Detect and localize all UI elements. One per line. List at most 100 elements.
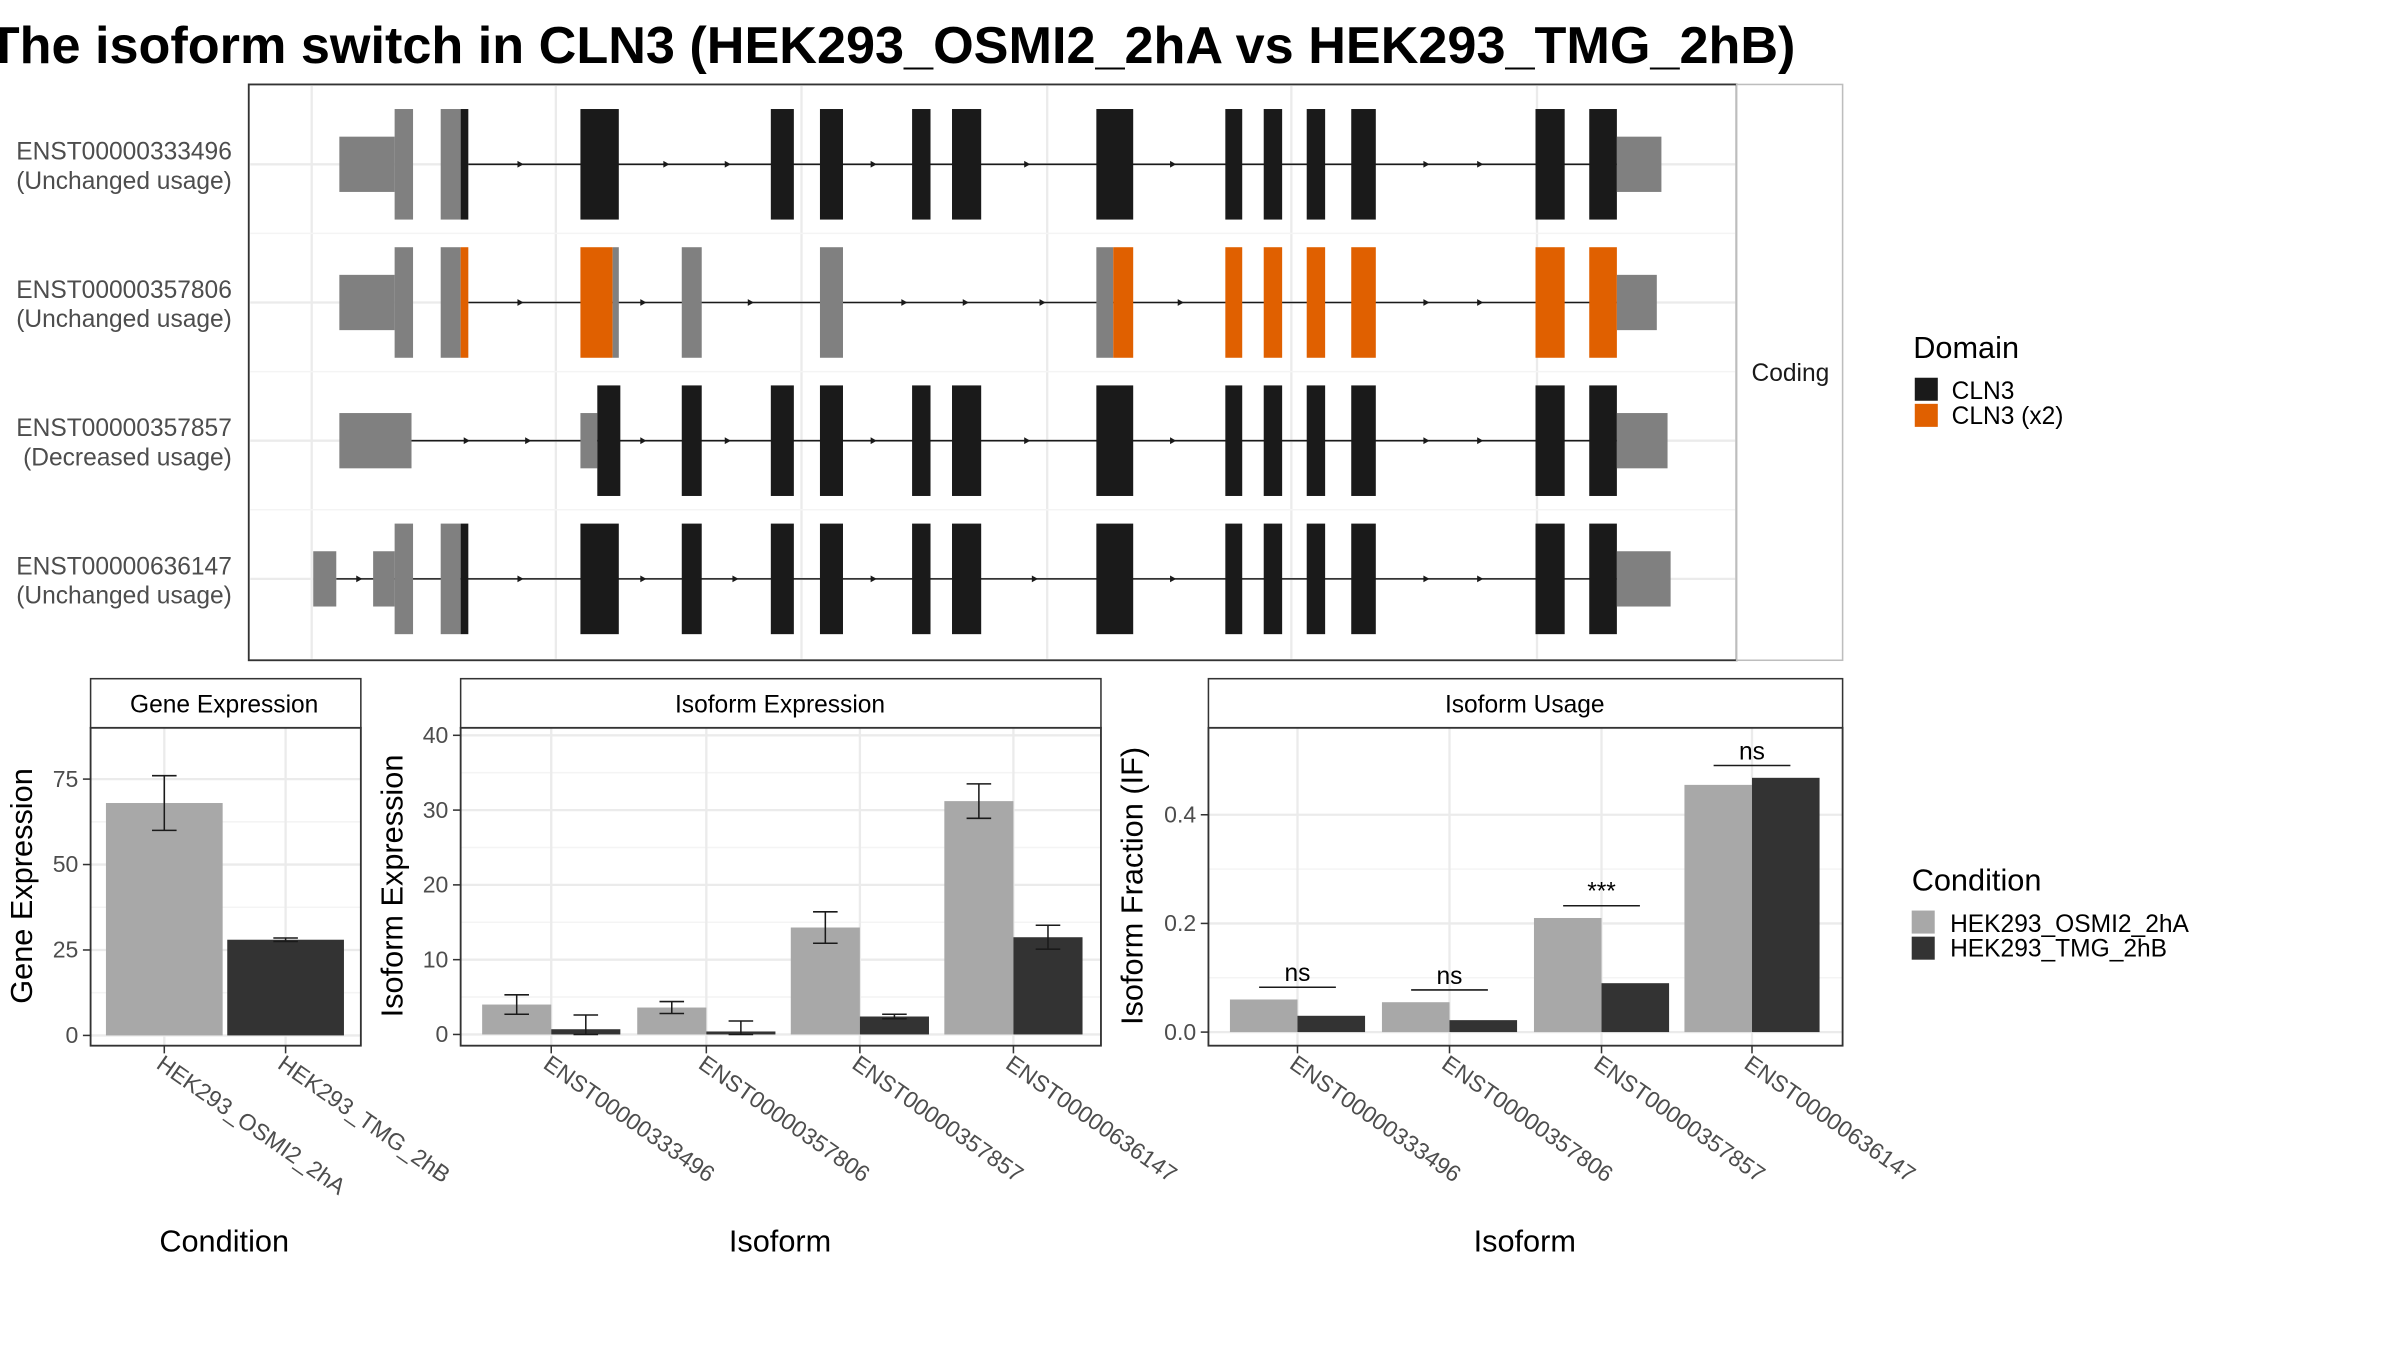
exon-domain-cln3	[681, 385, 702, 496]
legend-key-condition-b	[1911, 936, 1935, 960]
utr-exon	[394, 109, 414, 220]
exon-domain-cln3-x2	[1535, 247, 1565, 358]
legend-label-condition-a: HEK293_OSMI2_2hA	[1950, 911, 2189, 938]
utr-exon	[313, 551, 337, 607]
bar	[1752, 777, 1820, 1033]
exon-domain-cln3	[1351, 109, 1376, 220]
direction-arrow	[1039, 299, 1046, 306]
direction-arrow	[1477, 575, 1484, 583]
isoform-expression-y-label: Isoform Expression	[374, 755, 409, 1018]
transcript-usage-label: (Unchanged usage)	[16, 582, 232, 609]
direction-arrow	[1177, 299, 1184, 306]
utr-exon	[1616, 551, 1671, 607]
direction-arrow	[663, 160, 670, 168]
exon-domain-cln3	[1263, 523, 1283, 635]
direction-arrow	[1170, 575, 1177, 583]
utr-exon	[1096, 247, 1114, 358]
direction-arrow	[517, 160, 524, 168]
exon-domain-cln3	[1535, 523, 1565, 635]
exon-domain-cln3	[1351, 523, 1376, 635]
exon-domain-cln3-x2	[1113, 247, 1134, 358]
utr-exon	[819, 247, 843, 358]
exon-domain-cln3	[1225, 109, 1243, 220]
condition-legend-title: Condition	[1912, 863, 2042, 898]
direction-arrow	[463, 437, 470, 445]
y-tick-label: 0.0	[1164, 1019, 1196, 1045]
gene-expression-panel: Condition Gene Expression Gene Expressio…	[4, 677, 455, 1258]
direction-arrow	[732, 575, 739, 583]
exon-domain-cln3-x2	[1589, 247, 1617, 358]
exon-domain-cln3	[770, 523, 794, 635]
plot-title: The isoform switch in CLN3 (HEK293_OSMI2…	[0, 17, 1795, 75]
utr-exon	[339, 136, 395, 192]
utr-exon	[1616, 136, 1662, 192]
exon-domain-cln3	[912, 523, 931, 635]
exon-domain-cln3-x2	[1351, 247, 1376, 358]
transcript-row	[339, 385, 1668, 496]
transcript-id-label: ENST00000333496	[16, 139, 232, 166]
exon-domain-cln3	[1535, 109, 1565, 220]
legend-key-cln3	[1914, 377, 1938, 401]
utr-exon	[394, 247, 414, 358]
transcript-id-label: ENST00000357806	[16, 277, 232, 304]
utr-exon	[1616, 413, 1668, 469]
direction-arrow	[1170, 160, 1177, 168]
bar	[859, 1016, 929, 1035]
gene-expression-y-label: Gene Expression	[4, 768, 39, 1004]
direction-arrow	[640, 299, 647, 306]
exon-domain-cln3	[580, 109, 619, 220]
exon-domain-cln3-x2	[1263, 247, 1283, 358]
y-tick-label: 75	[53, 766, 79, 792]
bar	[1297, 1015, 1366, 1033]
exon-domain-cln3	[912, 109, 931, 220]
transcript-usage-label: (Decreased usage)	[23, 444, 232, 471]
exon-domain-cln3	[1589, 523, 1617, 635]
bar	[790, 927, 860, 1035]
exon-domain-cln3	[681, 523, 702, 635]
panel-strip	[459, 677, 1102, 729]
direction-arrow	[870, 160, 877, 168]
exon-domain-cln3	[1589, 385, 1617, 496]
direction-arrow	[1423, 575, 1430, 583]
gene-expression-strip-title: Gene Expression	[130, 691, 318, 718]
exon-domain-cln3	[952, 109, 982, 220]
y-tick-label: 0.2	[1164, 910, 1196, 936]
direction-arrow	[1477, 160, 1484, 168]
direction-arrow	[901, 299, 908, 306]
direction-arrow	[724, 160, 731, 168]
legend-label-cln3: CLN3	[1952, 378, 2015, 405]
significance-label: ns	[1285, 960, 1311, 987]
exon-domain-cln3	[460, 109, 469, 220]
exon-domain-cln3	[819, 385, 843, 496]
exon-domain-cln3	[912, 385, 931, 496]
utr-exon	[612, 247, 619, 358]
exon-domain-cln3	[580, 523, 619, 635]
y-tick-label: 50	[53, 851, 79, 877]
utr-exon	[339, 274, 395, 331]
transcript-labels: ENST00000333496(Unchanged usage)ENST0000…	[16, 139, 232, 610]
y-tick-label: 30	[423, 797, 449, 823]
direction-arrow	[747, 299, 754, 306]
transcript-id-label: ENST00000357857	[16, 415, 232, 442]
significance-label: ns	[1437, 963, 1463, 990]
transcript-id-label: ENST00000636147	[16, 553, 232, 580]
exon-domain-cln3	[460, 523, 469, 635]
bar	[1013, 937, 1083, 1035]
panel-strip	[1207, 677, 1844, 729]
transcript-row	[313, 523, 1671, 635]
exon-domain-cln3	[1096, 109, 1134, 220]
x-tick-label: ENST00000333496	[539, 1050, 720, 1187]
exon-domain-cln3	[819, 109, 843, 220]
domain-legend-title: Domain	[1913, 330, 2019, 365]
isoform-expression-x-label: Isoform	[729, 1223, 831, 1258]
exon-domain-cln3	[952, 385, 982, 496]
y-tick-label: 20	[423, 872, 449, 898]
direction-arrow	[724, 437, 731, 445]
bar	[1684, 784, 1753, 1033]
domain-legend: Domain CLN3 CLN3 (x2)	[1913, 330, 2063, 430]
direction-arrow	[525, 437, 532, 445]
isoform-usage-strip-title: Isoform Usage	[1445, 691, 1605, 718]
direction-arrow	[1423, 160, 1430, 168]
y-tick-label: 0	[65, 1022, 78, 1048]
